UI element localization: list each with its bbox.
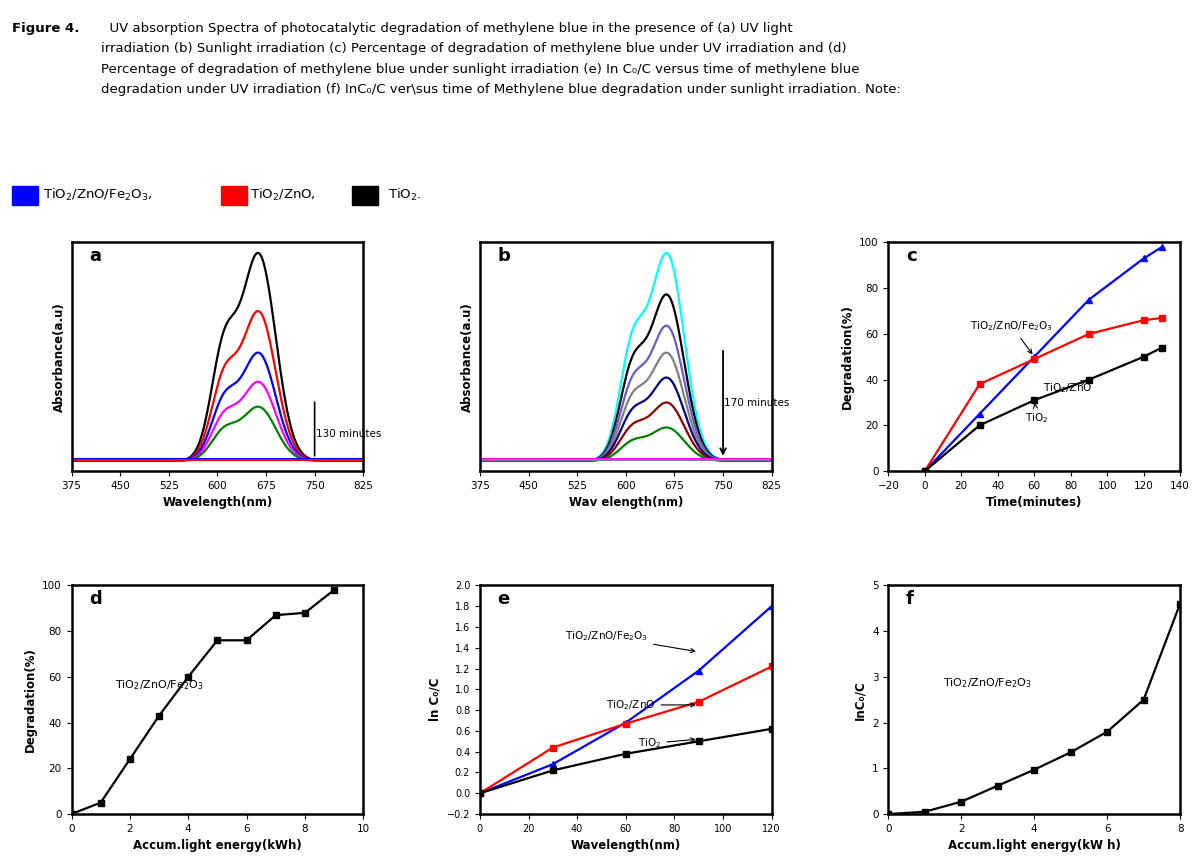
Text: f: f: [906, 590, 914, 608]
Text: TiO$_2$/ZnO/Fe$_2$O$_3$: TiO$_2$/ZnO/Fe$_2$O$_3$: [970, 320, 1054, 353]
Y-axis label: ln C₀/C: ln C₀/C: [428, 678, 441, 721]
Y-axis label: Degradation(%): Degradation(%): [24, 647, 37, 753]
Text: e: e: [497, 590, 510, 608]
Text: Figure 4.: Figure 4.: [12, 22, 80, 35]
Text: TiO$_2$.: TiO$_2$.: [384, 187, 421, 203]
Text: TiO$_2$/ZnO/Fe$_2$O$_3$,: TiO$_2$/ZnO/Fe$_2$O$_3$,: [43, 187, 153, 203]
Y-axis label: Absorbance(a.u): Absorbance(a.u): [461, 302, 474, 411]
Text: d: d: [89, 590, 101, 608]
Text: TiO$_2$: TiO$_2$: [1025, 404, 1049, 424]
Text: c: c: [906, 247, 917, 265]
Y-axis label: Degradation(%): Degradation(%): [840, 304, 853, 410]
X-axis label: Wav elength(nm): Wav elength(nm): [569, 496, 683, 509]
Text: 170 minutes: 170 minutes: [725, 398, 790, 409]
Text: b: b: [497, 247, 510, 265]
X-axis label: Accum.light energy(kWh): Accum.light energy(kWh): [134, 839, 302, 852]
Text: TiO$_2$: TiO$_2$: [638, 736, 695, 750]
Y-axis label: InC₀/C: InC₀/C: [853, 680, 867, 720]
Text: TiO$_2$/ZnO: TiO$_2$/ZnO: [1043, 381, 1093, 395]
X-axis label: Wavelength(nm): Wavelength(nm): [162, 496, 273, 509]
X-axis label: Wavelength(nm): Wavelength(nm): [571, 839, 681, 852]
Text: TiO$_2$/ZnO: TiO$_2$/ZnO: [607, 698, 695, 712]
Text: 130 minutes: 130 minutes: [316, 429, 381, 439]
Text: TiO$_2$/ZnO,: TiO$_2$/ZnO,: [250, 187, 316, 203]
Text: TiO$_2$/ZnO/Fe$_2$O$_3$: TiO$_2$/ZnO/Fe$_2$O$_3$: [565, 630, 695, 653]
Text: a: a: [89, 247, 101, 265]
Text: UV absorption Spectra of photocatalytic degradation of methylene blue in the pre: UV absorption Spectra of photocatalytic …: [101, 22, 901, 96]
Text: TiO$_2$/ZnO/Fe$_2$O$_3$: TiO$_2$/ZnO/Fe$_2$O$_3$: [943, 676, 1032, 690]
X-axis label: Time(minutes): Time(minutes): [986, 496, 1082, 509]
X-axis label: Accum.light energy(kW h): Accum.light energy(kW h): [948, 839, 1120, 852]
Y-axis label: Absorbance(a.u): Absorbance(a.u): [52, 302, 66, 411]
Text: TiO$_2$/ZnO/Fe$_2$O$_3$: TiO$_2$/ZnO/Fe$_2$O$_3$: [116, 678, 204, 692]
